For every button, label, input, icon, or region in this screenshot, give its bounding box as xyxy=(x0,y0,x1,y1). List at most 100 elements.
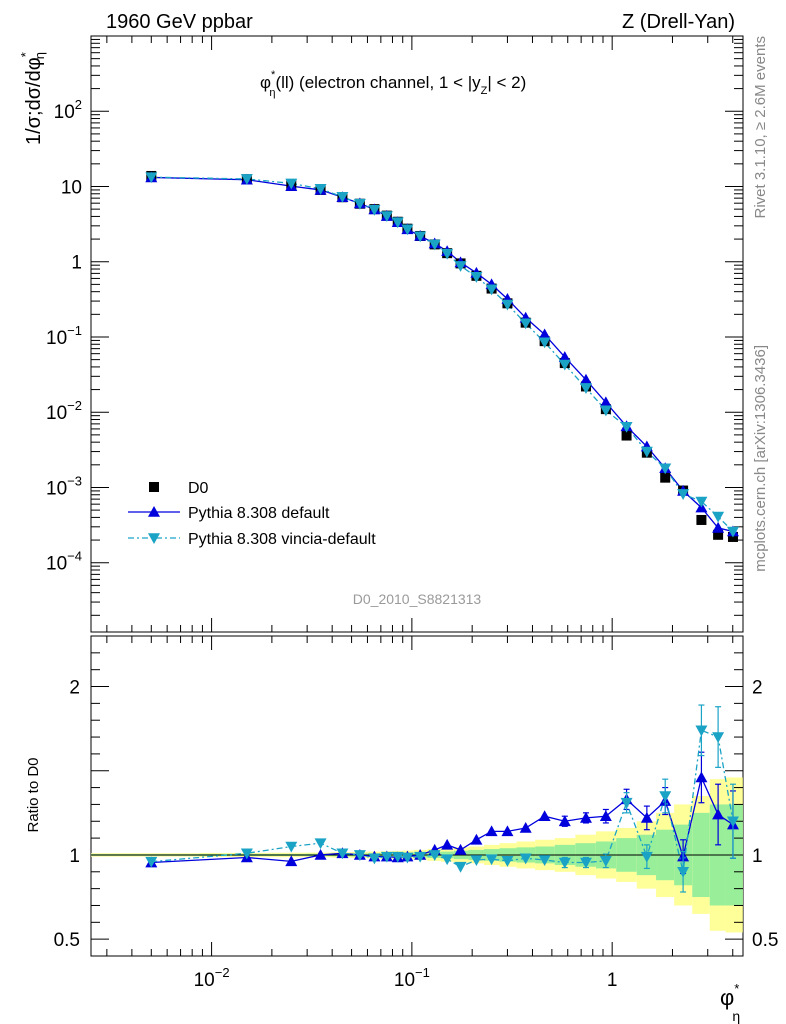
x-tick-label: 1 xyxy=(607,970,618,991)
ratio-point-pythia-8-308-vincia-default xyxy=(285,841,298,853)
ratio-point-pythia-8-308-default xyxy=(285,855,298,867)
ratio-point-pythia-8-308-default xyxy=(695,771,708,783)
point-pythia-8-308-default xyxy=(538,328,551,340)
ratio-y-tick-label-right: 1 xyxy=(752,846,763,867)
point-pythia-8-308-vincia-default xyxy=(519,318,532,330)
legend-marker-pythia-8-308-vincia-default xyxy=(148,533,160,544)
point-pythia-8-308-vincia-default xyxy=(695,496,708,508)
ratio-point-pythia-8-308-vincia-default xyxy=(640,851,653,863)
ratio-point-pythia-8-308-default xyxy=(314,848,327,860)
ratio-point-pythia-8-308-default xyxy=(454,843,467,855)
ratio-point-pythia-8-308-vincia-default xyxy=(620,797,633,809)
analysis-watermark: D0_2010_S8821313 xyxy=(353,591,482,607)
ratio-point-pythia-8-308-default xyxy=(558,815,571,827)
ratio-point-pythia-8-308-vincia-default xyxy=(368,853,381,865)
point-pythia-8-308-default xyxy=(579,373,592,385)
y-tick-label: 10 xyxy=(61,177,82,198)
ratio-point-pythia-8-308-vincia-default xyxy=(712,732,725,744)
point-pythia-8-308-vincia-default xyxy=(441,248,454,260)
ratio-point-pythia-8-308-vincia-default xyxy=(401,852,414,864)
point-pythia-8-308-vincia-default xyxy=(599,405,612,417)
point-pythia-8-308-vincia-default xyxy=(428,239,441,251)
legend-marker-pythia-8-308-default xyxy=(148,506,160,517)
point-pythia-8-308-vincia-default xyxy=(368,205,381,216)
point-pythia-8-308-vincia-default xyxy=(726,526,739,538)
legend-label-pythia-8-308-default: Pythia 8.308 default xyxy=(188,505,330,522)
ratio-point-pythia-8-308-vincia-default xyxy=(485,854,498,866)
ratio-point-pythia-8-308-default xyxy=(441,838,454,850)
ratio-point-pythia-8-308-vincia-default xyxy=(428,850,441,861)
ratio-point-pythia-8-308-vincia-default xyxy=(441,854,454,866)
ratio-y-tick-label-right: 2 xyxy=(752,678,763,699)
point-pythia-8-308-vincia-default xyxy=(558,359,571,371)
ratio-point-pythia-8-308-default xyxy=(712,808,725,820)
point-pythia-8-308-vincia-default xyxy=(454,261,467,272)
point-pythia-8-308-vincia-default xyxy=(240,174,253,185)
point-pythia-8-308-vincia-default xyxy=(579,383,592,394)
point-pythia-8-308-vincia-default xyxy=(640,446,653,458)
ratio-line-pythia-8-308-vincia-default xyxy=(151,729,734,872)
point-pythia-8-308-default xyxy=(712,521,725,533)
point-pythia-8-308-vincia-default xyxy=(470,272,483,283)
ratio-y-tick-label-left: 0.5 xyxy=(54,930,80,951)
rivet-label: Rivet 3.1.10, ≥ 2.6M events xyxy=(752,36,769,219)
ratio-point-pythia-8-308-default xyxy=(470,833,483,845)
point-d0 xyxy=(660,472,671,483)
ratio-point-pythia-8-308-vincia-default xyxy=(353,850,366,861)
ratio-point-pythia-8-308-vincia-default xyxy=(314,838,327,850)
header-right: Z (Drell-Yan) xyxy=(622,11,735,33)
x-axis-title: φ* η xyxy=(720,981,740,1024)
svg-text:1/σ;dσ/dφ*η: 1/σ;dσ/dφ*η xyxy=(18,52,47,145)
ratio-point-pythia-8-308-vincia-default xyxy=(501,856,514,867)
point-pythia-8-308-vincia-default xyxy=(401,224,414,236)
ratio-point-pythia-8-308-default xyxy=(538,810,551,822)
point-pythia-8-308-vincia-default xyxy=(391,217,404,229)
ratio-point-pythia-8-308-vincia-default xyxy=(145,856,158,868)
y-tick-label: 10−4 xyxy=(46,549,82,575)
legend-marker-d0 xyxy=(149,482,159,492)
ratio-point-pythia-8-308-vincia-default xyxy=(695,725,708,737)
plot-title: φ* η(ll) (electron channel, 1 < |yZ| < 2) xyxy=(260,69,526,99)
y-tick-label: 10−2 xyxy=(46,398,82,424)
x-tick-label: 10−1 xyxy=(394,965,430,991)
point-pythia-8-308-vincia-default xyxy=(336,191,349,203)
point-pythia-8-308-default xyxy=(558,351,571,362)
ratio-point-pythia-8-308-default xyxy=(640,811,653,823)
point-pythia-8-308-vincia-default xyxy=(285,178,298,190)
y-axis-title: 1/σ;dσ/dφ*η xyxy=(18,52,47,145)
point-pythia-8-308-vincia-default xyxy=(538,337,551,349)
ratio-point-pythia-8-308-default xyxy=(599,810,612,822)
point-pythia-8-308-vincia-default xyxy=(501,299,514,311)
point-pythia-8-308-vincia-default xyxy=(659,463,672,475)
point-d0 xyxy=(621,430,632,441)
y-tick-label: 1 xyxy=(71,253,82,274)
ratio-point-pythia-8-308-vincia-default xyxy=(579,857,592,869)
ratio-point-pythia-8-308-default xyxy=(501,825,514,837)
main-panel-frame xyxy=(90,35,744,633)
x-tick-label: 10−2 xyxy=(194,965,230,991)
ratio-y-tick-label-left: 1 xyxy=(69,846,80,867)
ratio-point-pythia-8-308-vincia-default xyxy=(519,853,532,865)
legend-label-d0: D0 xyxy=(188,480,209,497)
point-pythia-8-308-vincia-default xyxy=(620,422,633,433)
y-tick-label: 102 xyxy=(54,97,82,123)
point-d0 xyxy=(713,529,724,540)
ratio-point-pythia-8-308-vincia-default xyxy=(470,855,483,866)
ratio-point-pythia-8-308-vincia-default xyxy=(380,851,393,863)
ratio-point-pythia-8-308-vincia-default xyxy=(726,816,739,828)
ratio-panel-frame xyxy=(90,635,744,957)
ratio-point-pythia-8-308-vincia-default xyxy=(414,851,427,863)
legend-label-pythia-8-308-vincia-default: Pythia 8.308 vincia-default xyxy=(188,531,376,548)
ratio-point-pythia-8-308-default xyxy=(579,811,592,823)
point-pythia-8-308-vincia-default xyxy=(353,198,366,210)
ratio-point-pythia-8-308-vincia-default xyxy=(391,851,404,863)
ratio-point-pythia-8-308-vincia-default xyxy=(538,855,551,866)
point-pythia-8-308-vincia-default xyxy=(414,231,427,243)
mcplots-label: mcplots.cern.ch [arXiv:1306.3436] xyxy=(752,345,769,572)
ratio-point-pythia-8-308-vincia-default xyxy=(454,861,467,873)
ratio-y-label: Ratio to D0 xyxy=(25,757,42,832)
point-pythia-8-308-vincia-default xyxy=(485,284,498,296)
y-tick-label: 10−3 xyxy=(46,473,82,499)
point-d0 xyxy=(696,514,707,525)
